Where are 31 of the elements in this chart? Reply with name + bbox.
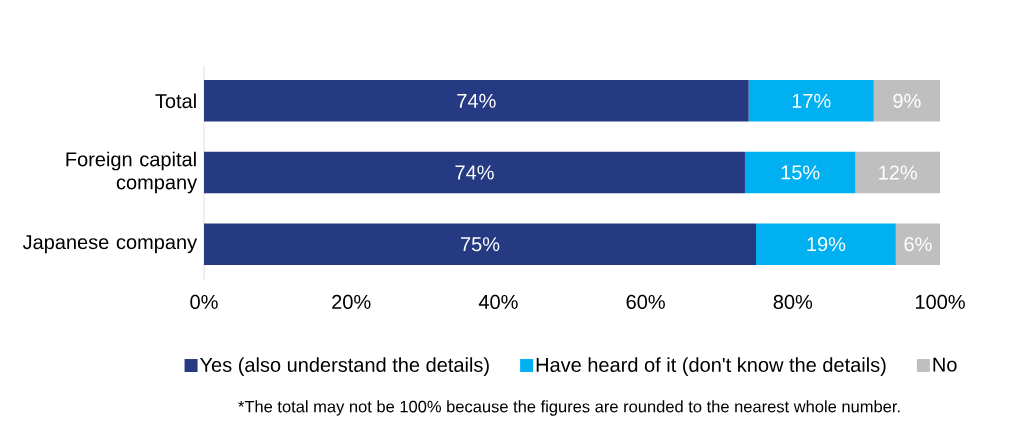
data-label: 6% (904, 237, 932, 252)
bar (204, 223, 757, 265)
y-tick-label: Total (155, 93, 196, 109)
legend-label: No (933, 357, 957, 372)
x-tick-label: 40% (478, 294, 518, 310)
bar (756, 223, 896, 265)
data-label: 9% (893, 93, 921, 108)
bar (873, 80, 941, 122)
bar (748, 80, 874, 122)
legend-label: Yes (also understand the details) (200, 357, 489, 376)
bar (855, 151, 941, 194)
x-tick-label: 80% (773, 294, 813, 310)
bar (204, 80, 749, 122)
data-label: 75% (461, 237, 500, 252)
y-tick-label: Foreign capital company (66, 151, 198, 194)
bar (744, 151, 856, 194)
text: *The total may not be 100% because the figures are rounded to the nearest whole number. (238, 400, 900, 416)
data-label: 12% (879, 165, 917, 180)
x-tick-label: 20% (332, 294, 371, 310)
data-label: 74% (457, 93, 496, 108)
x-tick-label: 60% (626, 294, 665, 310)
data-label: 74% (455, 165, 494, 180)
bar (204, 151, 745, 194)
legend-label: Have heard of it (don't know the details) (536, 357, 886, 376)
data-label: 15% (781, 165, 820, 180)
y-tick-label: Japanese company (22, 235, 198, 254)
data-label: 19% (807, 237, 846, 252)
x-tick-label: 100% (915, 294, 965, 310)
bar (895, 223, 941, 265)
x-tick-label: 0% (190, 294, 218, 310)
data-label: 17% (792, 93, 831, 108)
